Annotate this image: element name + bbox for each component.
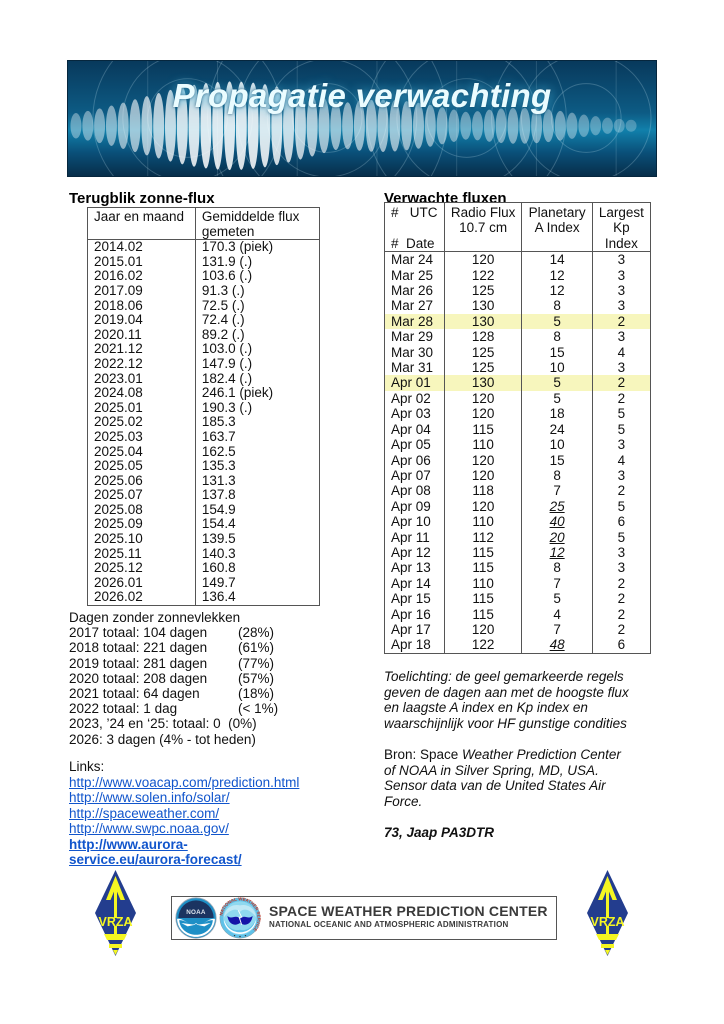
- svg-text:NOAA: NOAA: [186, 909, 206, 916]
